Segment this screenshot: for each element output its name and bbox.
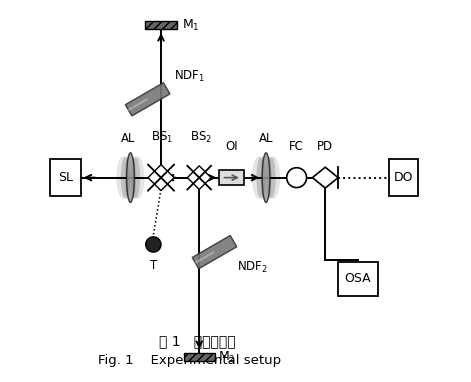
Text: T: T bbox=[150, 259, 157, 272]
Ellipse shape bbox=[262, 153, 270, 202]
Ellipse shape bbox=[131, 157, 140, 199]
Ellipse shape bbox=[130, 157, 136, 199]
Text: SL: SL bbox=[58, 171, 73, 184]
Ellipse shape bbox=[252, 157, 266, 199]
Text: M$_2$: M$_2$ bbox=[219, 350, 236, 365]
Bar bbox=[219, 170, 244, 185]
Polygon shape bbox=[148, 165, 174, 191]
Bar bbox=[338, 262, 378, 296]
Ellipse shape bbox=[267, 157, 276, 199]
Ellipse shape bbox=[121, 157, 130, 199]
Polygon shape bbox=[195, 251, 215, 264]
Polygon shape bbox=[312, 167, 338, 188]
Text: NDF$_2$: NDF$_2$ bbox=[237, 260, 268, 275]
Polygon shape bbox=[128, 98, 148, 111]
Ellipse shape bbox=[261, 157, 266, 199]
Text: M$_1$: M$_1$ bbox=[182, 18, 200, 33]
Text: AL: AL bbox=[259, 132, 273, 145]
Ellipse shape bbox=[127, 153, 134, 202]
Bar bbox=[184, 353, 215, 361]
Text: AL: AL bbox=[122, 132, 136, 145]
Circle shape bbox=[146, 237, 161, 252]
Text: BS$_1$: BS$_1$ bbox=[151, 130, 173, 145]
Ellipse shape bbox=[131, 157, 145, 199]
Polygon shape bbox=[192, 236, 237, 269]
Bar bbox=[146, 21, 177, 29]
Ellipse shape bbox=[125, 157, 130, 199]
Bar bbox=[50, 159, 81, 196]
Text: OSA: OSA bbox=[344, 272, 371, 285]
Text: PD: PD bbox=[317, 140, 333, 153]
Ellipse shape bbox=[267, 157, 280, 199]
Ellipse shape bbox=[256, 157, 266, 199]
Ellipse shape bbox=[266, 157, 271, 199]
Text: DO: DO bbox=[394, 171, 414, 184]
Text: Fig. 1    Experimental setup: Fig. 1 Experimental setup bbox=[98, 354, 281, 367]
Bar bbox=[389, 159, 418, 196]
Polygon shape bbox=[187, 166, 211, 189]
Text: FC: FC bbox=[289, 140, 304, 153]
Ellipse shape bbox=[116, 157, 130, 199]
Text: OI: OI bbox=[225, 140, 238, 153]
Text: 图 1   实验装置图: 图 1 实验装置图 bbox=[159, 334, 236, 348]
Polygon shape bbox=[125, 83, 170, 116]
Circle shape bbox=[287, 168, 307, 188]
Text: BS$_2$: BS$_2$ bbox=[190, 130, 212, 145]
Text: NDF$_1$: NDF$_1$ bbox=[174, 69, 205, 84]
